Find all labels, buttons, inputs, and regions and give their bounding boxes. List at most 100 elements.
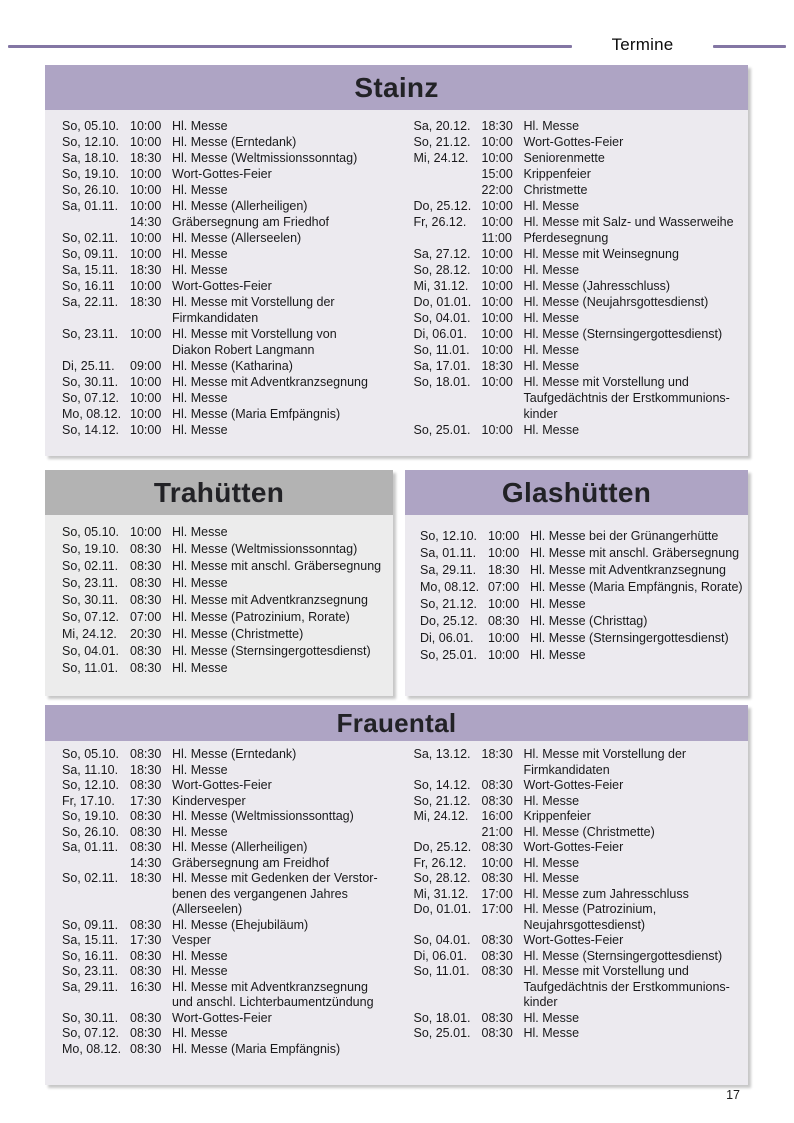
event-description: Hl. Messe mit Vorstellung von Diakon Robe… <box>172 326 397 358</box>
section-title-trahuetten: Trahütten <box>153 476 285 508</box>
event-description: Hl. Messe mit Vorstellung der Firmkandida… <box>524 747 749 778</box>
section-stainz: Stainz So, 05.10. 10:00 Hl. Messe So, 12.10… <box>45 65 748 456</box>
event-time: 10:00 <box>130 135 162 149</box>
event-description-line: Wort-Gottes-Feier <box>523 778 624 792</box>
section-header: Frauental <box>45 705 748 741</box>
event-description-line: Gräbersegnung am Freidhof <box>172 855 330 870</box>
event-date: So, 28.12. <box>413 871 471 885</box>
event-description: Hl. Messe (Weltmissionssonntag) <box>172 541 393 558</box>
event-time: 09:00 <box>130 359 162 373</box>
event-time: 10:00 <box>130 199 162 213</box>
event-description: Hl. Messe (Ehejubiläum) <box>172 918 397 934</box>
event-date: So, 11.01. <box>413 964 470 978</box>
schedule-table: So, 05.10. 10:00 Hl. Messe So, 19.10. 08:30 H… <box>45 515 393 677</box>
event-description-line: Firmkandidaten <box>523 762 610 777</box>
event-time: 10:00 <box>481 215 513 229</box>
event-date: Mi, 31.12. <box>413 279 469 293</box>
event-description: Hl. Messe mit Vorstellung und Taufgedächt… <box>524 374 749 422</box>
event-date: So, 26.10. <box>62 183 119 197</box>
event-description: Hl. Messe <box>172 575 393 592</box>
event-date: Do, 01.01. <box>413 902 472 916</box>
event-time: 15:00 <box>481 167 513 181</box>
section-title-stainz: Stainz <box>354 71 439 103</box>
schedule-row: So, 25.01. 08:30 Hl. Messe <box>414 1026 749 1042</box>
event-time: 10:00 <box>130 183 162 197</box>
event-time: 10:00 <box>481 327 513 341</box>
event-time: 10:00 <box>481 263 513 277</box>
section-frauental: Frauental So, 05.10. 08:30 Hl. Messe (Ernt… <box>45 705 748 1085</box>
schedule-row: Sa, 15.11. 18:30 Hl. Messe <box>62 262 397 278</box>
schedule-column: So, 05.10. 10:00 Hl. Messe So, 12.10. 10:00 H… <box>45 118 397 438</box>
event-date: So, 05.10. <box>62 525 119 539</box>
event-date: So, 05.10. <box>62 119 119 133</box>
schedule-row: So, 16.11. 08:30 Hl. Messe <box>62 949 397 965</box>
event-description-line: Wort-Gottes-Feier <box>172 279 272 293</box>
event-date: So, 04.01. <box>413 311 471 325</box>
event-description: Hl. Messe <box>530 647 748 664</box>
event-time: 18:30 <box>130 762 162 777</box>
schedule-row: So, 04.01. 08:30 Hl. Messe (Sternsingergot… <box>62 643 393 660</box>
event-time: 08:30 <box>481 964 513 978</box>
event-description-line: Hl. Messe (Maria Empfängnis) <box>172 1041 341 1056</box>
event-time: 22:00 <box>481 183 513 197</box>
event-time: 08:30 <box>130 747 162 761</box>
event-time: 08:30 <box>481 778 513 792</box>
event-description: Hl. Messe (Sternsingergottesdienst) <box>172 643 393 660</box>
event-time: 10:00 <box>481 199 513 213</box>
event-description-line: Hl. Messe (Christmette) <box>523 824 655 839</box>
schedule-row: Mi, 31.12. 10:00 Hl. Messe (Jahresschluss) <box>414 278 749 294</box>
event-date: Di, 06.01. <box>413 948 468 963</box>
event-date: So, 07.12. <box>62 1026 119 1040</box>
event-description-line: Hl. Messe <box>523 263 580 277</box>
event-description: Hl. Messe <box>172 246 397 262</box>
event-description-line: Hl. Messe (Katharina) <box>172 359 293 373</box>
event-description: Hl. Messe (Christmette) <box>172 626 393 643</box>
event-description-line: und anschl. Lichterbaumentzündung <box>172 995 374 1009</box>
schedule-row: So, 26.10. 10:00 Hl. Messe <box>62 182 397 198</box>
schedule-row: Mi, 24.12. 20:30 Hl. Messe (Christmette) <box>62 626 393 643</box>
schedule-row: So, 25.01. 10:00 Hl. Messe <box>414 422 749 438</box>
event-date <box>414 182 482 198</box>
event-date: So, 02.11. <box>62 871 119 885</box>
event-description-line: kinder <box>523 995 558 1009</box>
schedule-row: Mo, 08.12. 07:00 Hl. Messe (Maria Empfängn… <box>420 579 748 596</box>
schedule-row: Sa, 27.12. 10:00 Hl. Messe mit Weinsegnung <box>414 246 749 262</box>
event-date: Mi, 31.12. <box>413 886 469 901</box>
event-date: Do, 25.12. <box>420 614 478 628</box>
event-description-line: Wort-Gottes-Feier <box>172 778 272 792</box>
event-description: Hl. Messe <box>524 871 749 887</box>
schedule-row: So, 05.10. 08:30 Hl. Messe (Erntedank) <box>62 747 397 763</box>
event-time: 08:30 <box>488 614 520 628</box>
event-description-line: (Allerseelen) <box>172 902 243 916</box>
event-date: Sa, 01.11. <box>62 199 119 213</box>
schedule-column: Sa, 20.12. 18:30 Hl. Messe So, 21.12. 10:00 W… <box>397 118 749 438</box>
schedule-row: So, 11.01. 10:00 Hl. Messe <box>414 342 749 358</box>
event-time: 10:00 <box>488 529 520 543</box>
event-time: 10:00 <box>481 279 513 293</box>
event-date: So, 30.11. <box>62 1010 119 1025</box>
event-description-line: Hl. Messe mit Vorstellung der <box>523 747 687 761</box>
event-time: 18:30 <box>481 747 513 761</box>
schedule-row: Sa, 13.12. 18:30 Hl. Messe mit Vorstellung… <box>414 747 749 778</box>
event-description-line: Hl. Messe mit Vorstellung von <box>172 327 337 341</box>
event-description-line: Hl. Messe (Maria Emfpängnis) <box>172 407 341 421</box>
schedule-row: Mo, 08.12. 10:00 Hl. Messe (Maria Emfpängn… <box>62 406 397 422</box>
event-time: 08:30 <box>130 644 162 658</box>
event-time: 10:00 <box>130 247 162 261</box>
event-description: Hl. Messe <box>172 825 397 841</box>
event-date: Sa, 15.11. <box>62 263 119 277</box>
schedule-row: So, 19.10. 08:30 Hl. Messe (Weltmissionsso… <box>62 809 397 825</box>
event-description-line: Hl. Messe mit Vorstellung der <box>172 295 335 309</box>
event-description: Hl. Messe mit anschl. Gräbersegnung <box>172 558 393 575</box>
event-description: Hl. Messe (Sternsingergottesdienst) <box>530 630 748 647</box>
event-description-line: Hl. Messe (Weltmissionssonntag) <box>172 151 358 165</box>
event-description-line: Hl. Messe (Allerseelen) <box>172 231 302 245</box>
event-description-line: Hl. Messe (Ehejubiläum) <box>172 917 309 932</box>
event-description-line: Hl. Messe (Patrozinium, <box>523 902 657 916</box>
event-time: 10:00 <box>130 525 162 539</box>
event-description: Hl. Messe mit Vorstellung und Taufgedächt… <box>524 964 749 1011</box>
event-description: Wort-Gottes-Feier <box>172 1011 397 1027</box>
event-date: So, 21.12. <box>413 793 471 808</box>
schedule-row: So, 05.10. 10:00 Hl. Messe <box>62 118 397 134</box>
event-description: Hl. Messe <box>524 342 749 358</box>
